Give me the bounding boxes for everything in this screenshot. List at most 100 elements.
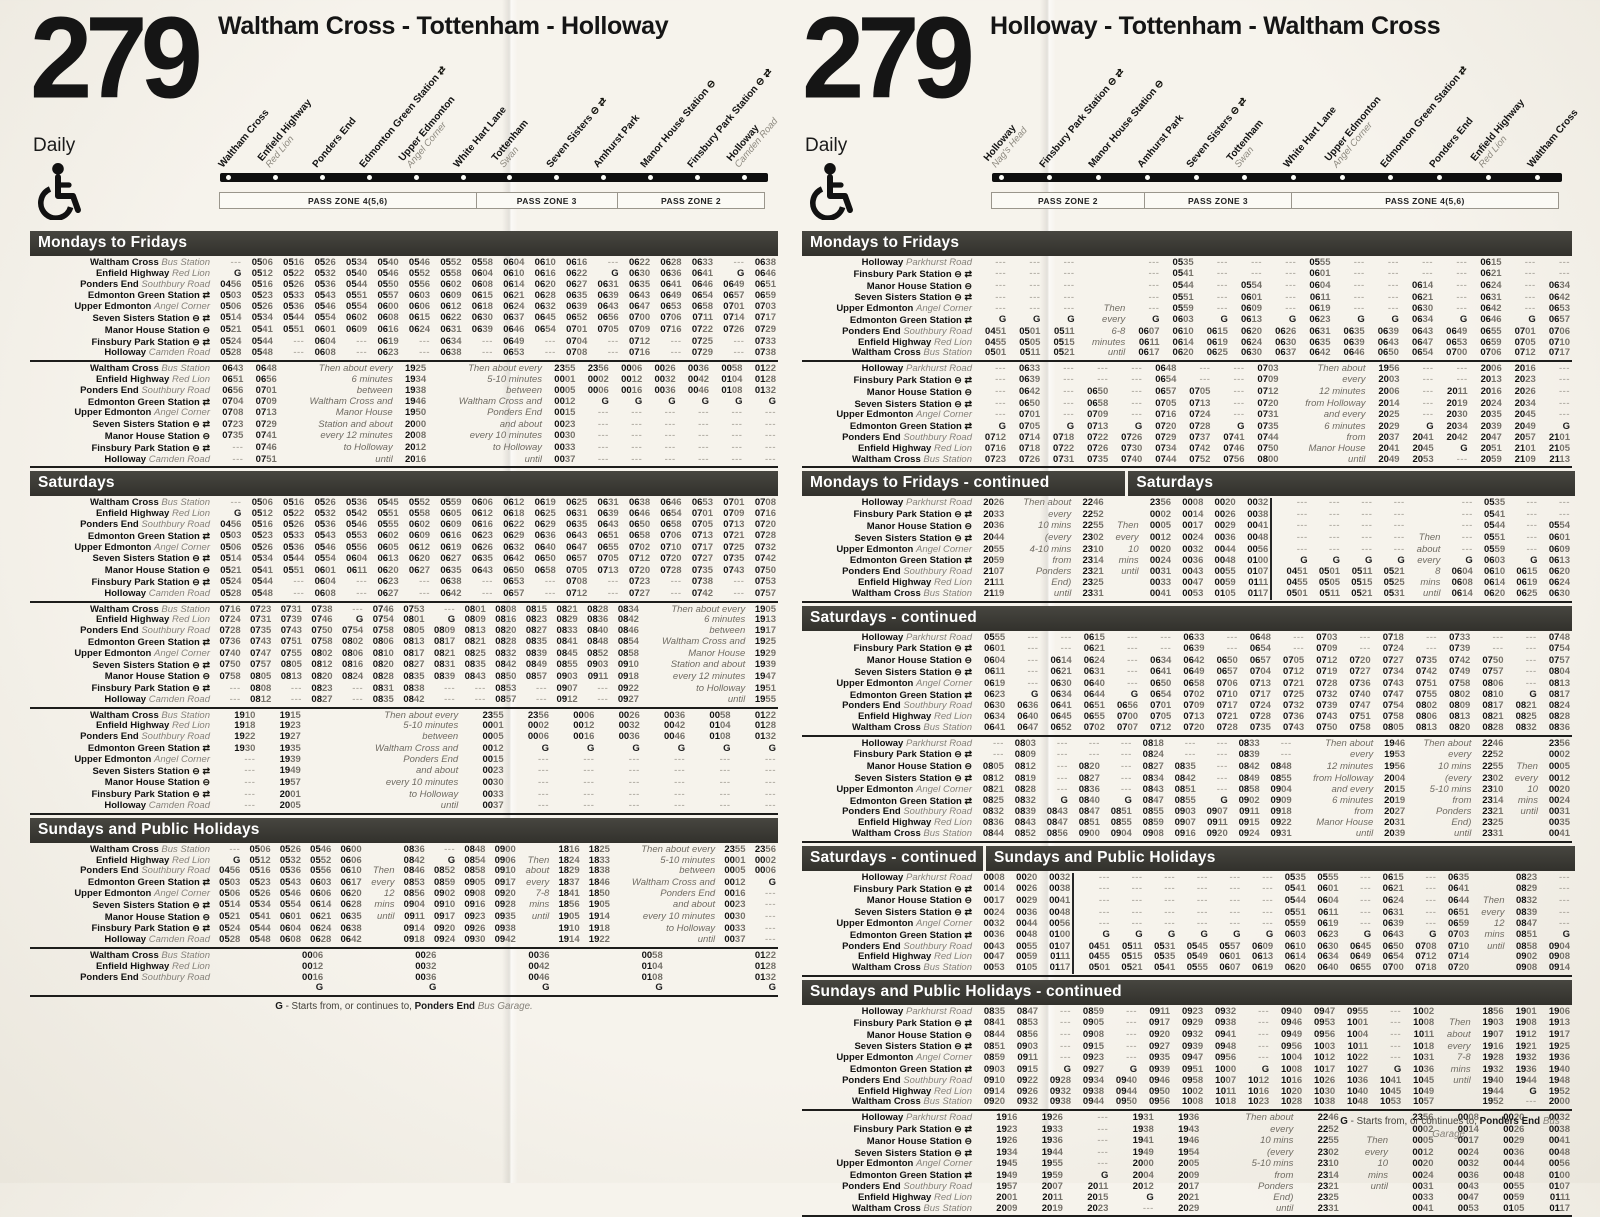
stop-subname: Parkhurst Road [905, 737, 972, 749]
time-cell: 0712 [1316, 654, 1338, 666]
stop-cell: Waltham Cross Bus Station [89, 603, 210, 615]
time-cell: 0917 [1148, 1017, 1171, 1029]
stop-cell: Edmonton Green Station ⇄ [849, 1170, 972, 1182]
frequency-note-cell: Then about every [671, 603, 746, 615]
time-cell: 0030 [482, 776, 504, 788]
time-cell: 2008 [404, 430, 427, 442]
time-cell: 0646 [691, 278, 713, 290]
time-cell: 0712 [1150, 721, 1172, 733]
rail-icon: ⇄ [1235, 95, 1250, 110]
time-cell: 1912 [1515, 1029, 1537, 1041]
no-service-cell: --- [1216, 737, 1228, 749]
stop-subname: Camden Road [148, 934, 210, 946]
time-cell: 0551 [1284, 906, 1306, 918]
time-cell: 0026 [618, 709, 640, 721]
no-service-cell: --- [1422, 409, 1434, 421]
no-service-cell: --- [1425, 918, 1437, 930]
timetable-row: Ponders End Southbury Road 0728 0735 0743 07… [30, 625, 778, 637]
timetable-row: Edmonton Green Station ⇄ 1949 1959 G 2004 200… [802, 1170, 1572, 1182]
no-service-cell: --- [1029, 291, 1041, 303]
underground-icon: ⊖ [1152, 77, 1167, 92]
time-cell: 0521 [1383, 566, 1405, 578]
timetable-row: Waltham Cross Bus Station 2119 until 2331 00… [802, 587, 1572, 600]
time-cell: 0817 [433, 636, 456, 648]
time-cell: 0630 [1317, 940, 1339, 952]
no-service-cell: --- [1387, 257, 1399, 268]
time-cell: 0608 [279, 934, 301, 946]
timetable-row: Upper Edmonton Angel Corner 0032 0044 0056-… [802, 918, 1572, 930]
time-cell: 0534 [346, 257, 368, 268]
time-cell: 0712 [628, 552, 651, 564]
stop-cell: Waltham Cross Bus Station [851, 453, 972, 465]
no-service-cell: --- [444, 693, 456, 705]
time-cell: 0614 [1451, 587, 1473, 599]
time-cell: 0546 [310, 843, 332, 855]
time-cell: 1949 [279, 765, 301, 777]
time-cell: 0604 [314, 576, 336, 588]
no-service-cell: --- [607, 587, 619, 599]
time-cell: 0643 [597, 518, 619, 530]
time-cell: 0800 [1257, 453, 1279, 465]
no-service-cell: --- [538, 788, 549, 800]
time-cell: 0646 [503, 324, 525, 336]
stop-cell: Seven Sisters Station ⊖ ⇄ [92, 765, 210, 777]
time-cell: 0541 [1483, 508, 1506, 520]
frequency-note-cell: and every [1331, 783, 1374, 795]
time-cell: 0712 [628, 336, 651, 348]
frequency-note-cell: to Holloway [696, 682, 746, 694]
no-service-cell: --- [1184, 737, 1196, 749]
no-service-cell: --- [1097, 1112, 1109, 1124]
timetable-block: Holloway Parkhurst Road --- --- --- --- 0535-… [802, 256, 1572, 360]
no-service-cell: --- [1360, 906, 1372, 918]
time-cell: 0720 [1349, 654, 1371, 666]
no-service-cell: --- [229, 682, 241, 694]
time-cell: 0649 [503, 336, 525, 348]
time-cell: 0622 [503, 518, 525, 530]
timetable-row: Seven Sisters Station ⊖ ⇄ 2044 (every 2302 e… [802, 532, 1572, 545]
empty-cell [1436, 1097, 1472, 1108]
frequency-note-cell: mins [1484, 929, 1505, 941]
no-service-cell: --- [1063, 398, 1075, 410]
time-cell: 1031 [1413, 1052, 1435, 1064]
time-cell: 2255 [1482, 760, 1504, 772]
rail-icon: ⇄ [595, 95, 610, 110]
time-cell: 0639 [1343, 336, 1365, 348]
time-cell: 1915 [279, 709, 301, 721]
time-cell: 0614 [1172, 336, 1194, 348]
garage-cell: G [1237, 420, 1245, 432]
stop-subname: Parkhurst Road [905, 497, 972, 509]
frequency-note-cell: every [1447, 1040, 1471, 1052]
time-cell: 0641 [1150, 666, 1172, 678]
stop-cell: Edmonton Green Station ⇄ [849, 314, 972, 326]
timetable: Holloway Parkhurst Road 2026 Then about 224… [802, 497, 1572, 600]
timetable-row: Ponders End Southbury Road 0630 0636 0641 06… [802, 700, 1572, 712]
timetable-row: Upper Edmonton Angel Corner 0708 0713 Manor… [30, 407, 778, 419]
no-service-cell: --- [1329, 497, 1341, 509]
frequency-note-cell: Then about [1423, 737, 1472, 749]
time-cell: 0610 [503, 267, 525, 279]
timetable-row: Finsbury Park Station ⊖ ⇄ 1923 1933 --- 1938… [802, 1124, 1572, 1136]
time-cell: 0554 [314, 552, 336, 564]
stop-cell: Waltham Cross Bus Station [851, 1096, 972, 1108]
no-service-cell: --- [1422, 386, 1434, 398]
garage-cell: G [1233, 929, 1241, 941]
timetable-row: Ponders End Southbury Road 0456 0516 0536 05… [30, 866, 778, 877]
time-cell: 2252 [1082, 508, 1104, 520]
no-service-cell: --- [444, 682, 456, 694]
rail-icon: ⇄ [964, 643, 972, 654]
no-service-cell: --- [1526, 520, 1538, 532]
rail-icon: ⇄ [202, 553, 210, 564]
time-cell: 0544 [283, 312, 305, 324]
time-cell: 0053 [983, 962, 1005, 974]
no-service-cell: --- [698, 453, 710, 465]
no-service-cell: --- [597, 430, 609, 442]
rail-icon: ⇄ [964, 509, 972, 520]
time-cell: 0643 [628, 289, 651, 301]
frequency-note-cell: every [1102, 314, 1126, 326]
no-service-cell: --- [1148, 291, 1160, 303]
time-cell: 0727 [691, 552, 713, 564]
time-cell: 0623 [377, 347, 399, 359]
no-service-cell: --- [765, 765, 776, 777]
time-cell: 0128 [754, 960, 776, 972]
no-service-cell: --- [1098, 871, 1110, 883]
